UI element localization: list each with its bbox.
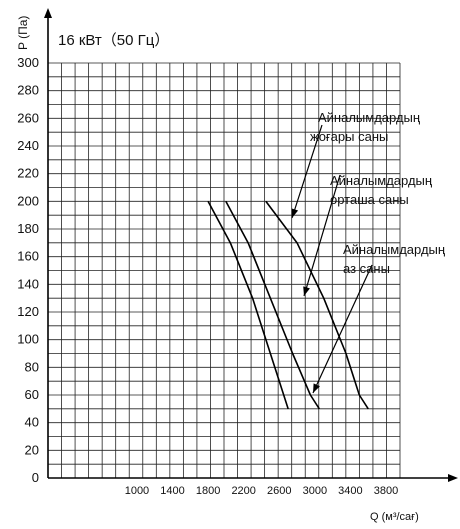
arrow-high-speed xyxy=(291,124,323,219)
annotation-mid-line1: Айналымдардың xyxy=(330,173,433,188)
y-tick-label: 260 xyxy=(17,110,39,125)
x-tick-label: 3000 xyxy=(303,485,327,497)
curve-high-speed xyxy=(265,200,369,410)
annotation-low-line1: Айналымдардың xyxy=(343,242,446,257)
y-tick-label: 100 xyxy=(17,332,39,347)
curve-medium-speed xyxy=(225,200,320,410)
x-tick-label: 2600 xyxy=(267,485,291,497)
curves xyxy=(207,200,369,410)
y-tick-label: 220 xyxy=(17,166,39,181)
y-axis-label: P (Па) xyxy=(16,16,30,50)
annotation-high-line2: жоғары саны xyxy=(310,129,388,144)
chart-title: 16 кВт（50 Гц） xyxy=(58,32,169,49)
y-tick-label: 180 xyxy=(17,221,39,236)
annotation-mid-line2: орташа саны xyxy=(330,192,409,207)
y-tick-label: 0 xyxy=(32,470,39,485)
y-tick-labels: 3002802602402202001801601401201008060402… xyxy=(17,55,39,485)
annotation-high-line1: Айналымдардың xyxy=(318,110,421,125)
x-tick-label: 2200 xyxy=(231,485,255,497)
arrow-high-speed-head xyxy=(291,208,299,218)
y-tick-label: 160 xyxy=(17,249,39,264)
y-tick-label: 240 xyxy=(17,138,39,153)
curve-low-speed xyxy=(207,200,289,410)
y-tick-label: 280 xyxy=(17,83,39,98)
axes xyxy=(44,8,458,482)
arrow-low-speed xyxy=(312,264,373,394)
y-tick-label: 140 xyxy=(17,276,39,291)
y-tick-label: 40 xyxy=(25,415,39,430)
x-axis-arrow xyxy=(448,474,458,482)
x-axis-label: Q (м³/сағ) xyxy=(370,511,419,523)
x-tick-label: 3800 xyxy=(374,485,398,497)
arrow-medium-speed xyxy=(303,174,341,297)
x-tick-label: 3400 xyxy=(338,485,362,497)
y-tick-label: 300 xyxy=(17,55,39,70)
y-axis-arrow xyxy=(44,8,52,18)
y-tick-label: 80 xyxy=(25,359,39,374)
y-tick-label: 200 xyxy=(17,193,39,208)
y-tick-label: 20 xyxy=(25,442,39,457)
x-tick-labels: 1000 1400 1800 2200 2600 3000 3400 3800 xyxy=(125,485,399,497)
y-tick-label: 120 xyxy=(17,304,39,319)
arrow-low-speed-head xyxy=(313,383,320,393)
annotation-low-line2: аз саны xyxy=(343,261,390,276)
annotation-arrows xyxy=(291,124,373,394)
y-tick-label: 60 xyxy=(25,387,39,402)
x-tick-label: 1800 xyxy=(196,485,220,497)
x-tick-label: 1000 xyxy=(125,485,149,497)
arrow-medium-speed-head xyxy=(303,286,310,296)
x-tick-label: 1400 xyxy=(160,485,184,497)
grid xyxy=(48,62,401,478)
